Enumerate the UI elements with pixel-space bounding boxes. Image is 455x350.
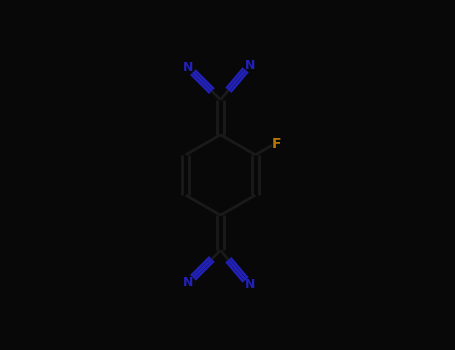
Text: N: N [183,276,194,289]
Text: N: N [244,58,255,71]
Text: N: N [183,61,194,74]
Text: N: N [244,279,255,292]
Text: F: F [272,137,281,151]
